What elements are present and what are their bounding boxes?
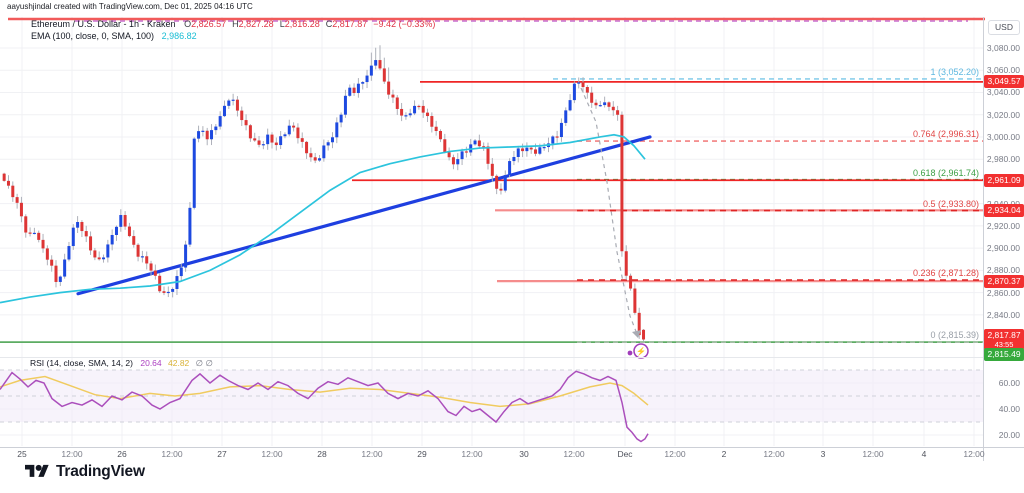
price-line-badge: 2,961.09 bbox=[984, 173, 1024, 187]
ema-indicator-row: EMA (100, close, 0, SMA, 100) 2,986.82 bbox=[31, 31, 197, 41]
fib-level-label: 0 (2,815.39) bbox=[930, 330, 979, 341]
tradingview-logo-icon bbox=[25, 464, 49, 477]
ema-indicator-label[interactable]: EMA (100, close, 0, SMA, 100) bbox=[31, 31, 155, 41]
rsi-tick-label: 20.00 bbox=[998, 430, 1020, 440]
ohlc-field-label: O bbox=[184, 19, 192, 29]
price-line-badge: 2,934.04 bbox=[984, 203, 1024, 217]
price-tick-label: 3,000.00 bbox=[986, 131, 1020, 142]
arrow-head-icon bbox=[632, 330, 641, 338]
ohlc-field-value: 2,816.28 bbox=[284, 19, 320, 29]
time-tick-label: 3 bbox=[820, 449, 826, 459]
time-tick-label: 27 bbox=[217, 449, 227, 459]
ohlc-field-value: 2,827.28 bbox=[238, 19, 274, 29]
time-tick-label: 26 bbox=[117, 449, 127, 459]
time-tick-label: 12:00 bbox=[862, 449, 884, 459]
time-tick-label: 12:00 bbox=[963, 449, 985, 459]
rsi-indicator-row: RSI (14, close, SMA, 14, 2) 20.64 42.82 … bbox=[30, 358, 213, 369]
price-tick-label: 3,080.00 bbox=[986, 43, 1020, 53]
price-tick-label: 3,020.00 bbox=[986, 109, 1020, 120]
currency-label[interactable]: USD bbox=[988, 20, 1020, 35]
time-tick-label: 28 bbox=[317, 449, 327, 459]
rsi-line bbox=[0, 370, 649, 443]
time-tick-label: 30 bbox=[519, 449, 529, 459]
fib-level-label: 0.236 (2,871.28) bbox=[912, 268, 979, 279]
rsi-indicator-label[interactable]: RSI (14, close, SMA, 14, 2) bbox=[30, 358, 133, 368]
price-tick-label: 2,840.00 bbox=[986, 309, 1020, 320]
time-tick-label: 12:00 bbox=[61, 449, 83, 459]
ohlc-field-label: C bbox=[325, 19, 333, 29]
time-tick-label: 12:00 bbox=[763, 449, 785, 459]
fib-level-label: 0.5 (2,933.80) bbox=[922, 198, 979, 209]
tradingview-wordmark: TradingView bbox=[56, 462, 145, 480]
time-tick-label: 2 bbox=[721, 449, 727, 459]
price-tick-label: 2,980.00 bbox=[986, 154, 1020, 165]
symbol-title-row: Ethereum / U.S. Dollar - 1h - Kraken O2,… bbox=[31, 19, 435, 29]
price-line-badge: 2,817.87 43:55 bbox=[984, 328, 1024, 350]
ema-indicator-value: 2,986.82 bbox=[161, 31, 197, 41]
attribution-text: aayushjindal created with TradingView.co… bbox=[7, 2, 253, 11]
price-tick-label: 2,880.00 bbox=[986, 265, 1020, 276]
rsi-tick-label: 60.00 bbox=[998, 378, 1020, 388]
fib-level-label: 1 (3,052.20) bbox=[930, 66, 979, 77]
candlestick-series bbox=[2, 45, 646, 342]
rsi-extra-values: ∅ ∅ bbox=[195, 358, 213, 368]
symbol-name[interactable]: Ethereum / U.S. Dollar - 1h - Kraken bbox=[31, 19, 176, 29]
ohlc-field-value: 2,826.57 bbox=[191, 19, 227, 29]
price-tick-label: 2,920.00 bbox=[986, 220, 1020, 231]
price-tick-label: 2,940.00 bbox=[986, 199, 1020, 209]
ascending-trendline[interactable] bbox=[76, 135, 652, 296]
ohlc-field-label: L bbox=[279, 19, 285, 29]
time-tick-label: 25 bbox=[17, 449, 27, 459]
price-line-badge: 2,870.37 bbox=[984, 274, 1024, 288]
price-tick-label: 2,900.00 bbox=[986, 243, 1020, 254]
rsi-ma-line bbox=[0, 375, 649, 408]
time-tick-label: Dec bbox=[617, 449, 633, 459]
bar-countdown: 43:55 bbox=[994, 339, 1014, 349]
last-price: 2,817.87 bbox=[987, 329, 1021, 340]
time-tick-label: 12:00 bbox=[461, 449, 483, 459]
lightning-icon: ⚡ bbox=[636, 346, 646, 356]
price-tick-label: 3,060.00 bbox=[986, 65, 1020, 76]
price-tick-label: 2,860.00 bbox=[986, 287, 1020, 298]
rsi-tick-label: 40.00 bbox=[998, 404, 1020, 414]
price-change: −9.42 (−0.33%) bbox=[373, 19, 436, 29]
price-tick-label: 3,040.00 bbox=[986, 87, 1020, 98]
ohlc-field-label: H bbox=[232, 19, 239, 29]
tradingview-footer-link[interactable]: TradingView bbox=[25, 462, 145, 481]
price-line-badge: 2,815.49 bbox=[984, 348, 1024, 361]
ema-100-line bbox=[0, 133, 646, 304]
time-tick-label: 12:00 bbox=[563, 449, 585, 459]
ohlc-field-value: 2,817.87 bbox=[332, 19, 368, 29]
ohlc-values: O2,826.57 H2,827.28 L2,816.28 C2,817.87 −9.4… bbox=[178, 19, 435, 29]
fib-level-label: 0.764 (2,996.31) bbox=[912, 129, 979, 140]
rsi-ma-value: 42.82 bbox=[168, 358, 190, 368]
time-tick-label: 12:00 bbox=[664, 449, 686, 459]
fib-level-label: 0.618 (2,961.74) bbox=[912, 167, 979, 178]
time-tick-label: 12:00 bbox=[361, 449, 383, 459]
marker-pointer-dot bbox=[627, 350, 633, 356]
rsi-value: 20.64 bbox=[140, 358, 162, 368]
time-tick-label: 12:00 bbox=[161, 449, 183, 459]
resistance-lines[interactable] bbox=[352, 80, 983, 182]
time-tick-label: 29 bbox=[417, 449, 427, 459]
price-line-badge: 3,049.57 bbox=[984, 75, 1024, 89]
time-tick-label: 4 bbox=[921, 449, 927, 459]
time-tick-label: 12:00 bbox=[261, 449, 283, 459]
